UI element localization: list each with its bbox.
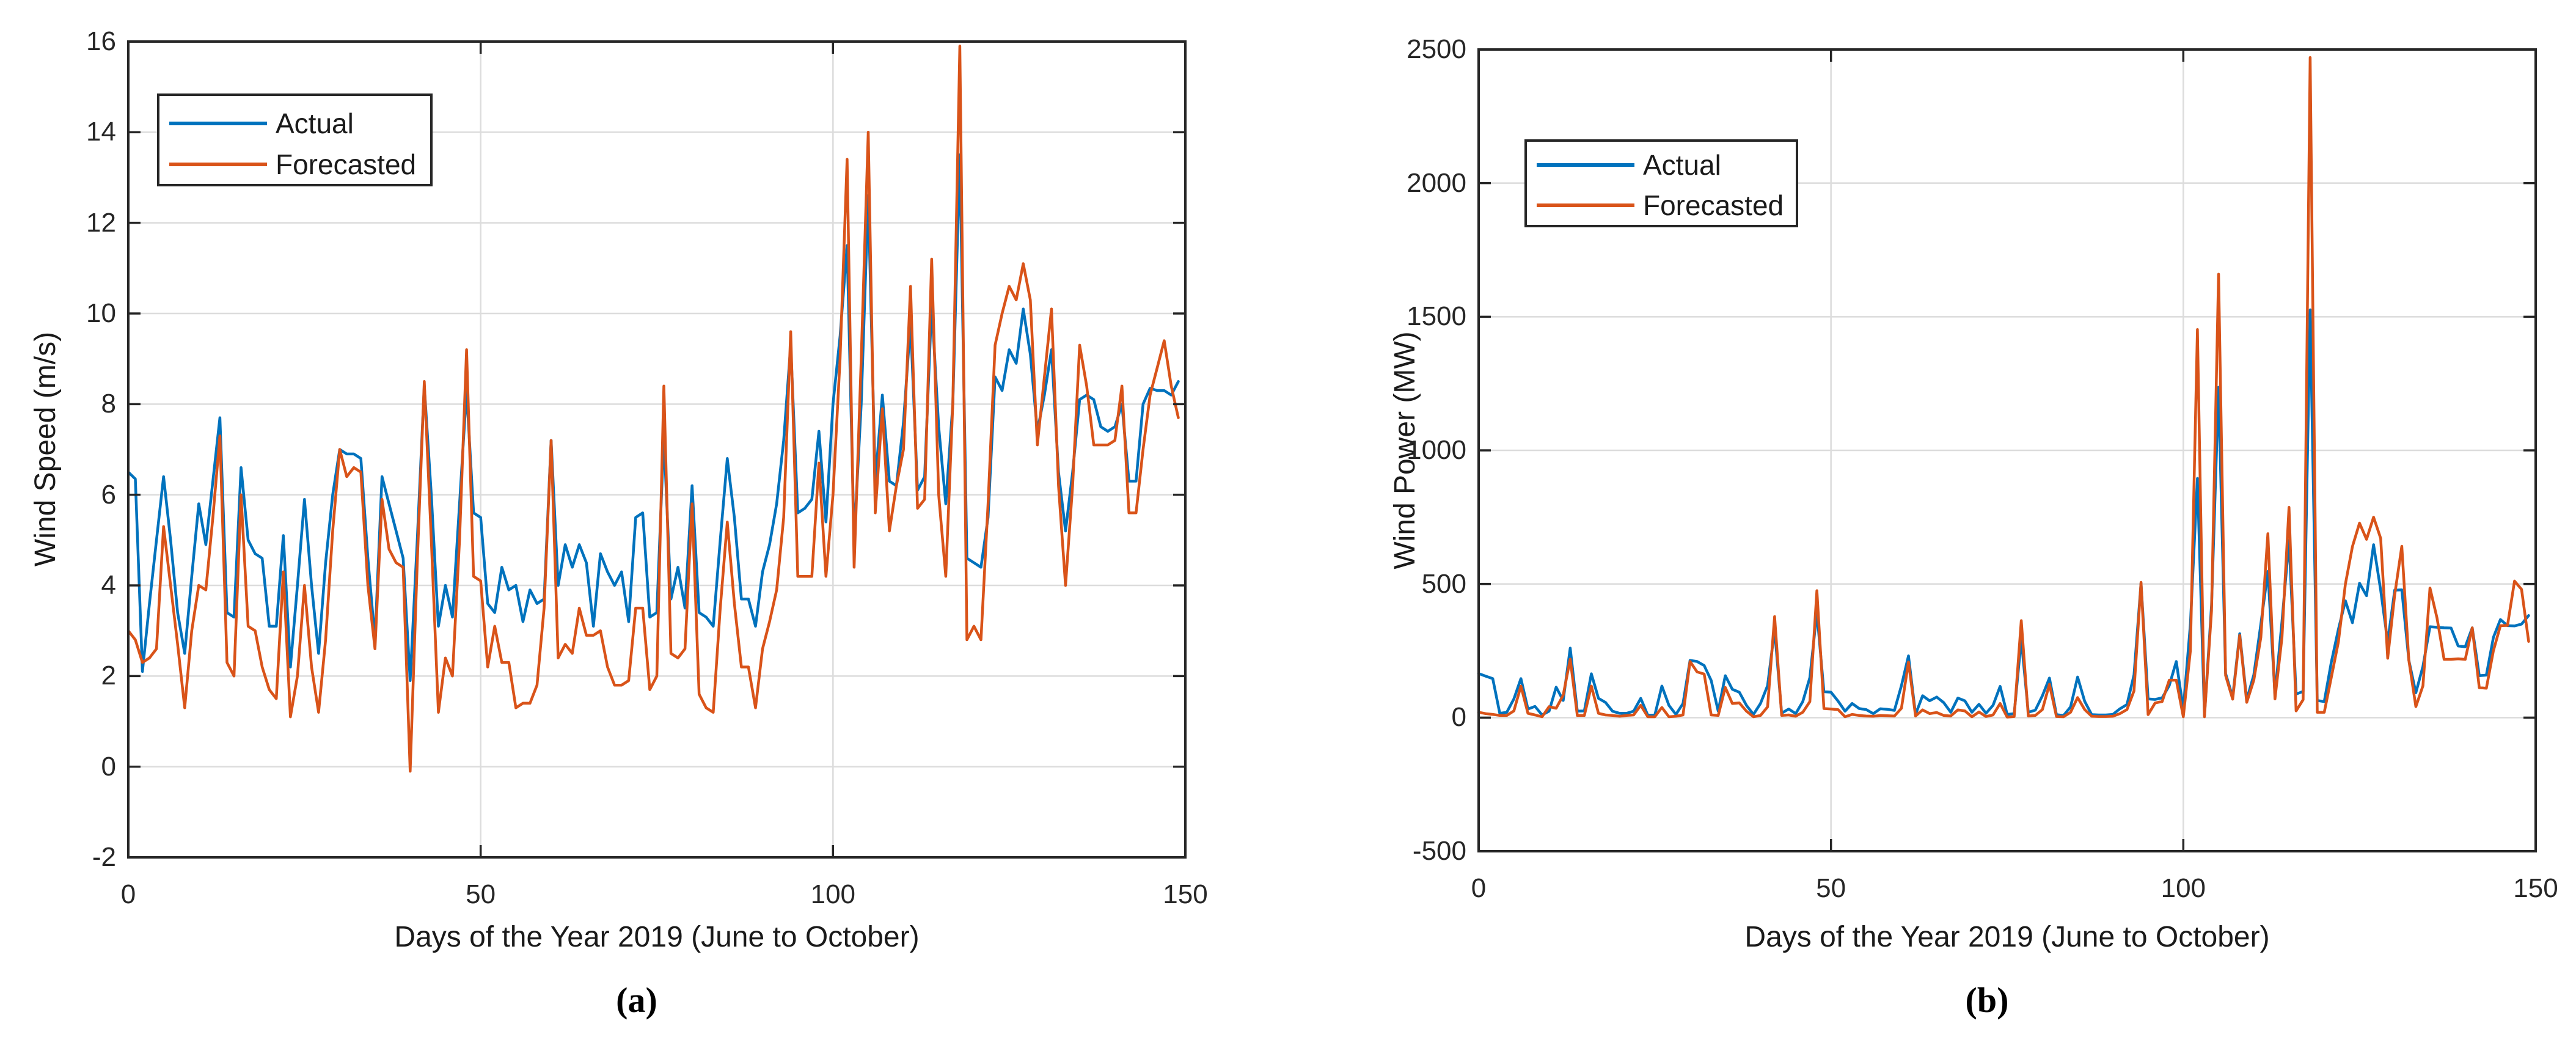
y-tick-label: -500 bbox=[1412, 836, 1466, 866]
legend-line-actual-icon bbox=[169, 122, 267, 125]
y-tick-label: 500 bbox=[1421, 568, 1466, 599]
legend-label-forecasted: Forecasted bbox=[276, 148, 417, 180]
legend-label-actual: Actual bbox=[276, 108, 354, 139]
x-tick-label: 50 bbox=[1816, 873, 1846, 903]
y-tick-label: 2500 bbox=[1407, 34, 1466, 64]
x-tick-label: 0 bbox=[120, 879, 136, 909]
y-tick-label: 4 bbox=[101, 570, 116, 600]
legend-line-forecasted-icon bbox=[1537, 203, 1634, 207]
x-tick-label: 50 bbox=[466, 879, 496, 909]
panel-a-ylabel: Wind Speed (m/s) bbox=[29, 331, 62, 567]
y-tick-label: 12 bbox=[86, 207, 116, 238]
y-tick-label: -2 bbox=[92, 842, 116, 872]
x-tick-label: 150 bbox=[1163, 879, 1208, 909]
y-tick-label: 14 bbox=[86, 117, 116, 147]
x-tick-label: 150 bbox=[2513, 873, 2558, 903]
y-tick-label: 0 bbox=[1451, 702, 1466, 733]
legend-line-actual-icon bbox=[1537, 163, 1634, 167]
series-line-forecasted bbox=[1477, 56, 2530, 719]
panel-b-xlabel: Days of the Year 2019 (June to October) bbox=[1744, 921, 2270, 953]
x-tick-label: 100 bbox=[2161, 873, 2206, 903]
legend-panel-a: Actual Forecasted bbox=[157, 93, 433, 186]
axis-border bbox=[127, 40, 1187, 859]
y-tick-label: 2000 bbox=[1407, 167, 1466, 198]
series-line-actual bbox=[126, 153, 1180, 683]
series-line-forecasted bbox=[126, 45, 1180, 773]
y-tick-label: 1000 bbox=[1407, 435, 1466, 465]
y-tick-label: 10 bbox=[86, 298, 116, 328]
y-tick-label: 8 bbox=[101, 389, 116, 419]
panel-b-sublabel: (b) bbox=[1965, 980, 2009, 1020]
y-tick-label: 1500 bbox=[1407, 301, 1466, 332]
panel-a-xlabel: Days of the Year 2019 (June to October) bbox=[394, 921, 920, 953]
y-tick-label: 2 bbox=[101, 661, 116, 691]
panel-a-sublabel: (a) bbox=[616, 980, 657, 1020]
y-tick-label: 16 bbox=[86, 26, 116, 56]
series-line-actual bbox=[1477, 308, 2530, 717]
x-tick-label: 0 bbox=[1471, 873, 1487, 903]
legend-label-actual: Actual bbox=[1643, 149, 1721, 181]
y-tick-label: 6 bbox=[101, 479, 116, 510]
x-tick-label: 100 bbox=[810, 879, 856, 909]
legend-line-forecasted-icon bbox=[169, 163, 267, 166]
y-tick-label: 0 bbox=[101, 751, 116, 782]
legend-panel-b: Actual Forecasted bbox=[1524, 139, 1798, 227]
legend-label-forecasted: Forecasted bbox=[1643, 189, 1784, 221]
